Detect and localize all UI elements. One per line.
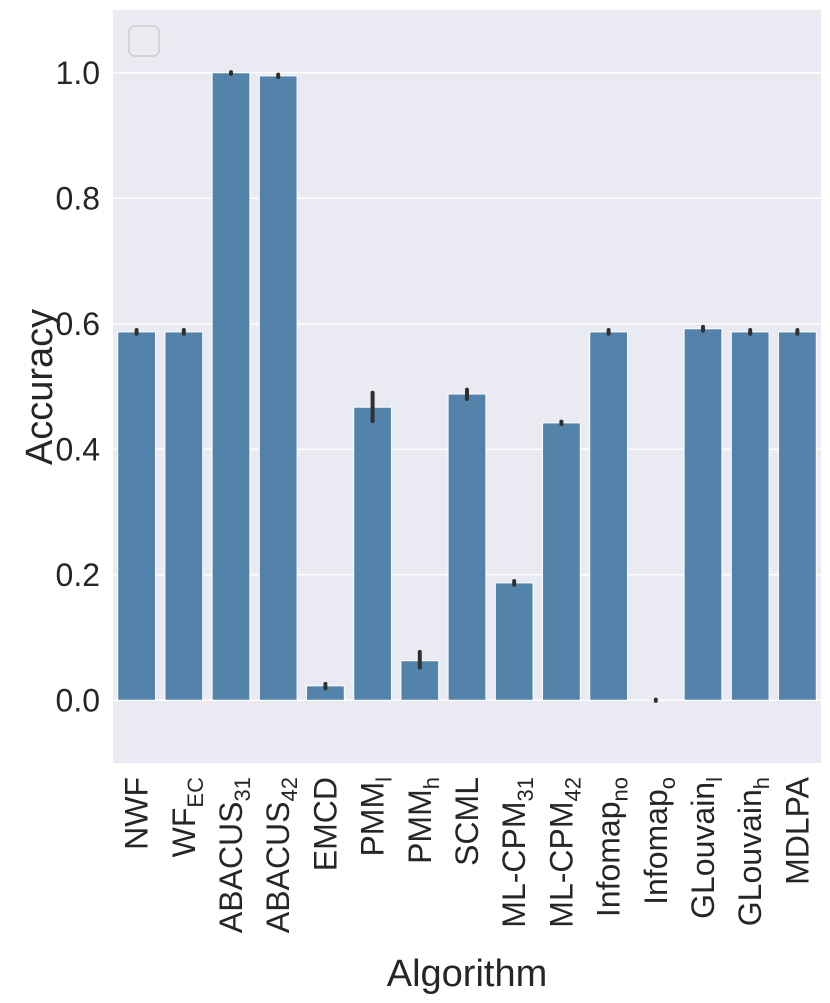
x-tick-label: WFEC <box>166 777 208 857</box>
x-tick-label: ABACUS31 <box>213 777 255 933</box>
bar <box>730 331 770 701</box>
bar <box>683 328 723 701</box>
bar <box>353 406 392 701</box>
y-tick-label: 0.2 <box>56 557 100 593</box>
x-axis-title: Algorithm <box>387 953 548 995</box>
x-tick-label-main: SCML <box>449 777 485 866</box>
x-tick-label-main: PMM <box>355 782 391 857</box>
bar <box>494 582 534 701</box>
x-tick-label: NWF <box>119 777 155 850</box>
x-tick-label: PMMl <box>355 777 397 857</box>
x-tick-label: SCML <box>449 777 485 866</box>
x-tick-label-main: GLouvain <box>685 782 721 919</box>
x-tick-label-main: WF <box>166 808 202 858</box>
x-tick-label-main: ML-CPM <box>496 801 532 927</box>
bar <box>211 72 251 701</box>
x-tick-label-subscript: o <box>655 777 680 789</box>
x-tick-label-subscript: 31 <box>230 777 255 801</box>
x-tick-label-subscript: no <box>608 777 633 801</box>
x-tick-label-subscript: 42 <box>277 777 302 801</box>
x-tick-label: GLouvainl <box>685 777 727 919</box>
x-tick-label: ML-CPM31 <box>496 777 538 928</box>
x-tick-label: PMMh <box>402 777 444 864</box>
y-axis-title: Accuracy <box>19 309 61 465</box>
x-tick-label-subscript: h <box>419 777 444 789</box>
x-tick-label-subscript: 42 <box>560 777 585 801</box>
x-tick-label: Infomapno <box>591 777 633 917</box>
x-tick-label-subscript: h <box>749 777 774 789</box>
bar <box>589 331 628 701</box>
x-tick-label-subscript: 31 <box>513 777 538 801</box>
x-tick-label: EMCD <box>307 777 343 871</box>
bar <box>258 75 298 701</box>
y-tick-labels: 0.0 0.2 0.4 0.6 0.8 1.0 <box>56 55 100 719</box>
error-bars <box>134 70 800 703</box>
x-tick-label-main: PMM <box>402 789 438 864</box>
x-tick-label: Infomapo <box>638 777 680 905</box>
x-tick-label-main: Infomap <box>591 801 627 917</box>
x-tick-label-subscript: l <box>702 777 727 782</box>
x-tick-label: GLouvainh <box>732 777 774 926</box>
x-tick-label-subscript: l <box>372 777 397 782</box>
x-tick-label: MDLPA <box>779 776 815 885</box>
y-tick-label: 1.0 <box>56 55 100 91</box>
bar <box>117 331 156 701</box>
x-tick-label-main: ABACUS <box>213 801 249 933</box>
y-tick-label: 0.4 <box>56 431 100 467</box>
y-tick-label: 0.8 <box>56 180 100 216</box>
x-tick-label: ML-CPM42 <box>543 777 585 928</box>
x-tick-label-main: NWF <box>119 777 155 850</box>
x-tick-label: ABACUS42 <box>260 777 302 933</box>
x-tick-label-main: Infomap <box>638 789 674 905</box>
bar <box>164 331 204 701</box>
x-tick-label-main: ABACUS <box>260 801 296 933</box>
x-tick-label-main: EMCD <box>307 777 343 871</box>
x-tick-label-main: ML-CPM <box>543 801 579 927</box>
x-tick-label-subscript: EC <box>183 777 208 808</box>
empty-legend-box <box>128 25 160 57</box>
bar <box>778 331 817 701</box>
bar <box>542 422 581 701</box>
y-tick-label: 0.0 <box>56 682 100 718</box>
x-tick-label-main: MDLPA <box>779 776 815 885</box>
x-tick-label-main: GLouvain <box>732 789 768 926</box>
bars <box>117 72 817 701</box>
bar <box>447 393 487 701</box>
y-tick-label: 0.6 <box>56 306 100 342</box>
